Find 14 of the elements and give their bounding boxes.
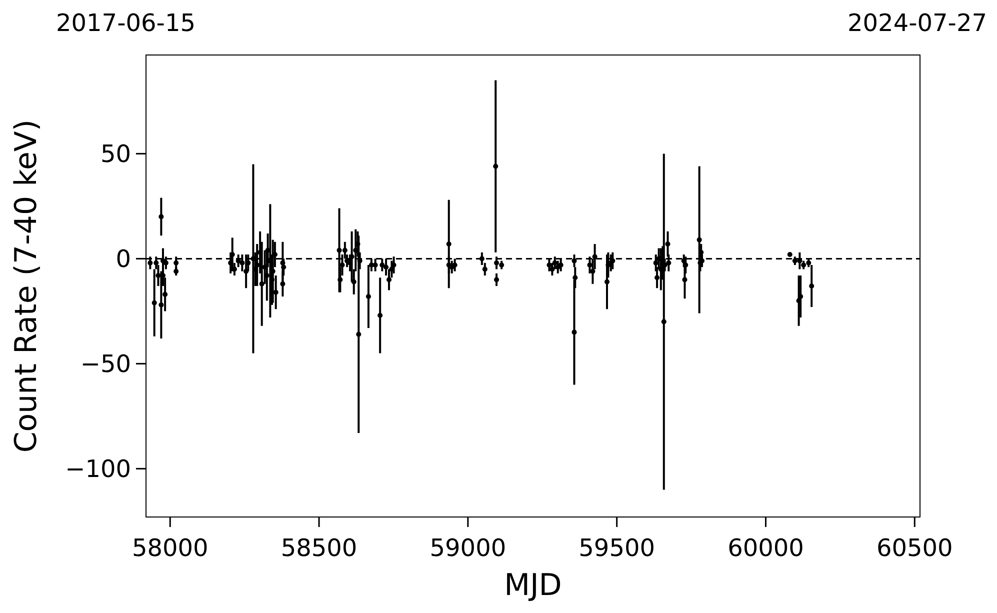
- y-tick-label: −100: [65, 455, 131, 484]
- x-tick-label: 60000: [728, 534, 804, 562]
- y-tick-label: −50: [80, 350, 131, 378]
- y-tick-label: 0: [116, 245, 131, 274]
- y-tick-label: 50: [100, 140, 131, 168]
- x-tick-label: 59500: [578, 534, 656, 562]
- text: 2024-07-27: [848, 9, 987, 37]
- x-tick-label: 60500: [876, 534, 953, 562]
- x-tick-label: 58000: [132, 534, 208, 562]
- text: 2017-06-15: [56, 9, 196, 37]
- x-tick-label: 58500: [280, 534, 358, 562]
- x-tick-label: 59000: [430, 534, 506, 562]
- y-axis-title: Count Rate (7-40 keV): [9, 119, 44, 453]
- x-axis-title: MJD: [504, 568, 562, 603]
